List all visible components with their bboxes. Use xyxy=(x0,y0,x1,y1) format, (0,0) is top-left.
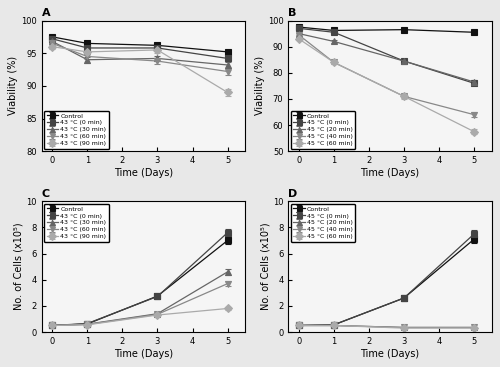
Y-axis label: No. of Cells (x10⁵): No. of Cells (x10⁵) xyxy=(260,223,270,310)
Y-axis label: Viability (%): Viability (%) xyxy=(8,57,18,116)
Text: A: A xyxy=(42,8,50,18)
X-axis label: Time (Days): Time (Days) xyxy=(114,168,173,178)
Text: B: B xyxy=(288,8,296,18)
Legend: Control, 43 °C (0 min), 43 °C (30 min), 43 °C (60 min), 43 °C (90 min): Control, 43 °C (0 min), 43 °C (30 min), … xyxy=(44,111,109,149)
Text: C: C xyxy=(42,189,50,199)
Y-axis label: No. of Cells (x10⁵): No. of Cells (x10⁵) xyxy=(14,223,24,310)
Legend: Control, 45 °C (0 min), 45 °C (20 min), 45 °C (40 min), 45 °C (60 min): Control, 45 °C (0 min), 45 °C (20 min), … xyxy=(291,111,356,149)
Y-axis label: Viability (%): Viability (%) xyxy=(255,57,265,116)
Legend: Control, 45 °C (0 min), 45 °C (20 min), 45 °C (40 min), 45 °C (60 min): Control, 45 °C (0 min), 45 °C (20 min), … xyxy=(291,204,356,242)
X-axis label: Time (Days): Time (Days) xyxy=(360,168,420,178)
X-axis label: Time (Days): Time (Days) xyxy=(114,349,173,359)
Legend: Control, 43 °C (0 min), 43 °C (30 min), 43 °C (60 min), 43 °C (90 min): Control, 43 °C (0 min), 43 °C (30 min), … xyxy=(44,204,109,242)
Text: D: D xyxy=(288,189,298,199)
X-axis label: Time (Days): Time (Days) xyxy=(360,349,420,359)
